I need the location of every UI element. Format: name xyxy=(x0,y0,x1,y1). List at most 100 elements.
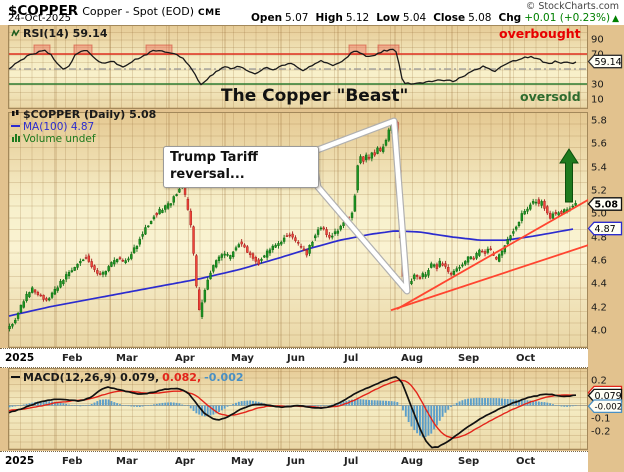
macd-graphics xyxy=(8,375,587,449)
copyright: © StockCharts.com xyxy=(525,1,619,12)
macd-legend: MACD(12,26,9) 0.079, 0.082, -0.002 xyxy=(11,371,244,384)
chart-header: $COPPER Copper - Spot (EOD) CME © StockCha… xyxy=(0,0,624,25)
ma-line-icon xyxy=(11,125,20,127)
x-axis-month-label: Sep xyxy=(458,353,480,364)
axis-value-callout xyxy=(587,197,623,211)
close-value: 5.08 xyxy=(468,12,492,24)
axis-callout-value: 59.14 xyxy=(595,57,622,68)
macd-panel xyxy=(8,368,588,450)
up-triangle-icon: ▲ xyxy=(612,14,619,24)
y-axis-tick-label: 4.0 xyxy=(591,326,607,337)
x-axis-year-label: 2025 xyxy=(5,352,35,364)
x-axis-year-label: 2025 xyxy=(5,455,35,467)
axis-callout-value: 0.079 xyxy=(595,391,622,402)
rsi-legend-text: RSI(14) 59.14 xyxy=(23,27,108,40)
macd-legend-hist: -0.002 xyxy=(204,371,244,384)
y-axis-tick-label: -0.1 xyxy=(591,414,611,425)
y-axis-tick-label: 5.0 xyxy=(591,209,607,220)
symbol-description: Copper - Spot (EOD) xyxy=(82,5,194,18)
y-axis-tick-label: 90 xyxy=(591,35,604,46)
x-axis-month-label: Oct xyxy=(516,456,536,467)
y-axis-tick-label: -0.2 xyxy=(591,427,611,438)
y-axis-tick-label: 4.4 xyxy=(591,279,607,290)
macd-line xyxy=(8,375,577,449)
open-label: Open xyxy=(251,12,283,24)
y-axis-tick-label: 5.4 xyxy=(591,163,607,174)
x-axis-strip-bottom: 2025 Feb Mar Apr May Jun Jul Aug Sep Oct xyxy=(0,451,588,472)
legend-ma-row: MA(100) 4.87 xyxy=(11,121,156,133)
y-axis-tick-label: 30 xyxy=(591,80,604,91)
x-axis-month-label: Jul xyxy=(344,456,359,467)
oversold-label: oversold xyxy=(520,89,581,104)
chg-value: +0.01 (+0.23%) xyxy=(524,12,611,24)
high-value: 5.12 xyxy=(345,12,370,24)
rsi-line xyxy=(8,48,577,86)
quote-summary: Open 5.07 High 5.12 Low 5.04 Close 5.08 Chg +0.01… xyxy=(244,12,619,24)
y-axis-tick-label: 5.2 xyxy=(591,186,607,197)
chart-title: The Copper "Beast" xyxy=(221,86,409,106)
x-axis-month-label: Feb xyxy=(62,456,83,467)
x-axis-month-label: Jun xyxy=(287,456,305,467)
annotation-line-2: reversal... xyxy=(170,167,245,182)
ma100-line xyxy=(8,228,574,317)
x-axis-month-label: Apr xyxy=(175,353,195,364)
x-axis-month-label: Sep xyxy=(458,456,480,467)
legend-volume-row: Volume undef xyxy=(11,133,156,145)
legend-volume-text: Volume undef xyxy=(23,133,96,145)
axis-labels: 5.85.65.45.25.04.84.64.44.24.0907030100.… xyxy=(587,35,623,438)
low-value: 5.04 xyxy=(402,12,427,24)
y-axis-tick-label: 5.8 xyxy=(591,116,607,127)
x-axis-month-label: Feb xyxy=(62,353,83,364)
macd-legend-main: MACD(12,26,9) 0.079, xyxy=(23,371,160,384)
x-axis-month-label: Aug xyxy=(401,353,424,364)
macd-line-icon xyxy=(11,376,20,378)
x-axis-month-label: Mar xyxy=(116,353,138,364)
candlestick-icon xyxy=(11,109,20,121)
y-axis-tick-label: 10 xyxy=(591,95,604,106)
x-axis-month-label: Jun xyxy=(287,353,305,364)
x-axis-month-label: Jul xyxy=(344,353,359,364)
trendline xyxy=(390,244,588,312)
high-label: High xyxy=(315,12,343,24)
x-axis-month-label: Aug xyxy=(401,456,424,467)
chg-label: Chg xyxy=(498,12,522,24)
x-axis-month-label: May xyxy=(231,456,254,467)
symbol: $COPPER xyxy=(8,3,79,19)
axis-value-callout xyxy=(587,221,623,236)
price-legend: $COPPER (Daily) 5.08 MA(100) 4.87 Volume… xyxy=(11,109,156,145)
rsi-graphics xyxy=(8,44,587,86)
exchange: CME xyxy=(197,8,222,18)
symbol-row: $COPPER Copper - Spot (EOD) CME xyxy=(8,0,221,19)
close-label: Close xyxy=(433,12,466,24)
x-axis-month-label: Mar xyxy=(116,456,138,467)
axis-value-callout xyxy=(587,54,623,69)
trendline xyxy=(396,198,588,310)
macd-signal-line xyxy=(8,379,577,439)
macd-legend-signal: 0.082, xyxy=(162,371,202,384)
x-axis-month-label: Apr xyxy=(175,456,195,467)
open-value: 5.07 xyxy=(285,12,309,24)
y-axis-tick-label: 4.2 xyxy=(591,303,607,314)
axis-callout-value: 4.87 xyxy=(595,224,616,235)
annotation-line-1: Trump Tariff xyxy=(170,150,258,165)
chart-date: 24-Oct-2025 xyxy=(8,13,71,24)
y-axis-tick-label: 4.8 xyxy=(591,233,607,244)
overbought-label: overbought xyxy=(499,26,581,41)
up-arrow-annotation xyxy=(559,148,579,203)
axis-value-callout xyxy=(587,399,623,414)
legend-ma-text: MA(100) 4.87 xyxy=(23,121,95,133)
rsi-legend: RSI(14) 59.14 xyxy=(11,27,107,41)
low-label: Low xyxy=(376,12,400,24)
y-axis-tick-label: 4.6 xyxy=(591,256,607,267)
x-axis-month-label: Oct xyxy=(516,353,536,364)
rsi-line-icon xyxy=(11,28,20,41)
legend-symbol-row: $COPPER (Daily) 5.08 xyxy=(11,109,156,121)
annotation-callout: Trump Tariff reversal... xyxy=(163,146,319,188)
volume-icon xyxy=(11,133,20,145)
axis-callout-value: -0.002 xyxy=(595,403,623,413)
y-axis-tick-label: 0.2 xyxy=(591,376,607,387)
x-axis-month-label: May xyxy=(231,353,254,364)
y-axis-tick-label: 5.6 xyxy=(591,139,607,150)
